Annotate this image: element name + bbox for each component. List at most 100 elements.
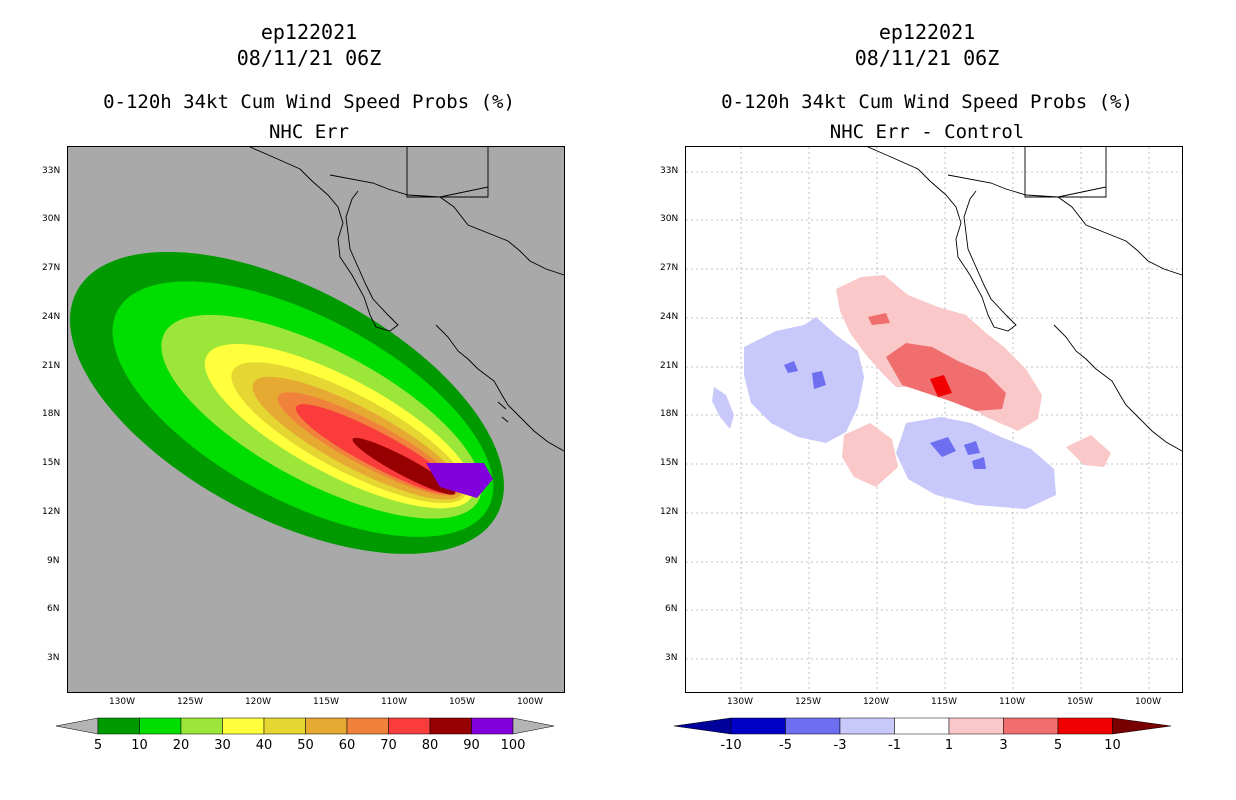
left-colorbar-box <box>180 717 223 735</box>
right-lat-label: 27N <box>660 263 679 273</box>
left-colorbar-box <box>305 717 348 735</box>
right-colorbar-label: 1 <box>944 738 954 753</box>
swath-90pct <box>426 463 493 498</box>
left-colorbar-label: 90 <box>463 738 480 753</box>
negative-5-area <box>972 457 986 469</box>
left-colorbar-label: 70 <box>380 738 397 753</box>
right-colorbar-box <box>1003 717 1059 735</box>
right-colorbar-under-arrow <box>674 717 732 735</box>
right-subtitle: NHC Err - Control <box>829 121 1025 143</box>
left-colorbar <box>56 717 555 735</box>
left-lat-label: 30N <box>42 214 61 224</box>
right-lat-label: 3N <box>665 653 678 663</box>
right-colorbar-label: -10 <box>720 738 742 753</box>
left-coastline <box>249 147 564 452</box>
right-colorbar-label: -1 <box>888 738 901 753</box>
right-lon-label: 110W <box>998 697 1026 707</box>
left-lat-label: 27N <box>42 263 61 273</box>
left-colorbar-label: 60 <box>338 738 356 753</box>
right-difference-map <box>685 146 1183 693</box>
right-lon-label: 100W <box>1134 697 1162 707</box>
left-colorbar-label: 5 <box>93 738 103 753</box>
left-colorbar-label: 50 <box>297 738 314 753</box>
left-colorbar-under-arrow <box>56 717 99 735</box>
left-colorbar-box <box>471 717 514 735</box>
left-lon-label: 100W <box>516 697 544 707</box>
left-subtitle: NHC Err <box>268 121 350 143</box>
right-coastline <box>867 147 1182 452</box>
left-colorbar-box <box>346 717 389 735</box>
right-lon-label: 120W <box>862 697 890 707</box>
left-colorbar-box <box>139 717 182 735</box>
right-lat-label: 18N <box>660 409 679 419</box>
left-colorbar-label: 100 <box>500 738 526 753</box>
negative-area-west <box>744 317 864 443</box>
right-lat-label: 24N <box>660 312 679 322</box>
left-colorbar-label: 40 <box>255 738 273 753</box>
swath-80pct <box>352 437 456 495</box>
right-gridlines <box>686 147 1182 692</box>
positive-area-east <box>1066 435 1111 467</box>
right-datetime: 08/11/21 06Z <box>854 46 1000 70</box>
right-colorbar-label: -5 <box>779 738 792 753</box>
left-colorbar-box <box>263 717 306 735</box>
positive-3-area <box>886 343 1006 411</box>
right-colorbar-label: -3 <box>833 738 847 753</box>
left-colorbar-box <box>222 717 265 735</box>
right-colorbar-box <box>1057 717 1113 735</box>
left-lon-label: 130W <box>108 697 136 707</box>
left-colorbar-label: 10 <box>131 738 148 753</box>
positive-5-area <box>930 375 952 397</box>
left-lat-label: 12N <box>42 507 61 517</box>
right-lat-label: 9N <box>665 556 678 566</box>
positive-area-south <box>842 423 898 487</box>
left-colorbar-box <box>388 717 431 735</box>
left-lat-label: 3N <box>47 653 60 663</box>
left-lat-label: 9N <box>47 556 60 566</box>
left-lat-label: 24N <box>42 312 61 322</box>
left-lon-label: 125W <box>176 697 204 707</box>
left-colorbar-label: 80 <box>421 738 439 753</box>
left-lat-label: 6N <box>47 604 60 614</box>
right-lat-label: 21N <box>660 361 679 371</box>
right-lat-label: 33N <box>660 166 679 176</box>
right-colorbar <box>674 717 1172 735</box>
right-colorbar-box <box>894 717 950 735</box>
left-lon-label: 120W <box>244 697 272 707</box>
left-colorbar-label: 30 <box>214 738 231 753</box>
left-probability-swath <box>70 251 504 554</box>
right-lon-label: 130W <box>726 697 754 707</box>
left-lat-label: 15N <box>42 458 61 468</box>
right-colorbar-label: 10 <box>1104 738 1121 753</box>
right-colorbar-box <box>785 717 841 735</box>
negative-area-west-small <box>712 387 734 429</box>
right-product-title: 0-120h 34kt Cum Wind Speed Probs (%) <box>721 91 1133 113</box>
right-lon-label: 125W <box>794 697 822 707</box>
left-lon-label: 105W <box>448 697 476 707</box>
positive-3-area <box>868 313 890 325</box>
negative-5-area <box>812 371 826 389</box>
right-negative-areas <box>712 317 1056 509</box>
right-lon-label: 115W <box>930 697 958 707</box>
left-colorbar-box <box>429 717 472 735</box>
right-colorbar-box <box>730 717 786 735</box>
right-lon-label: 105W <box>1066 697 1094 707</box>
right-positive-areas <box>836 275 1111 487</box>
left-lon-label: 110W <box>380 697 408 707</box>
left-lon-label: 115W <box>312 697 340 707</box>
left-colorbar-box <box>97 717 140 735</box>
left-datetime: 08/11/21 06Z <box>236 46 382 70</box>
right-colorbar-label: 5 <box>1053 738 1063 753</box>
left-colorbar-label: 20 <box>172 738 190 753</box>
negative-5-area <box>930 437 956 457</box>
left-probability-map <box>67 146 565 693</box>
left-lat-label: 18N <box>42 409 61 419</box>
left-product-title: 0-120h 34kt Cum Wind Speed Probs (%) <box>103 91 515 113</box>
right-lat-label: 15N <box>660 458 679 468</box>
negative-5-area <box>784 361 798 373</box>
right-colorbar-over-arrow <box>1112 717 1172 735</box>
left-lat-label: 21N <box>42 361 61 371</box>
right-storm-id: ep122021 <box>878 20 976 44</box>
right-lat-label: 6N <box>665 604 678 614</box>
negative-5-area <box>964 441 980 455</box>
